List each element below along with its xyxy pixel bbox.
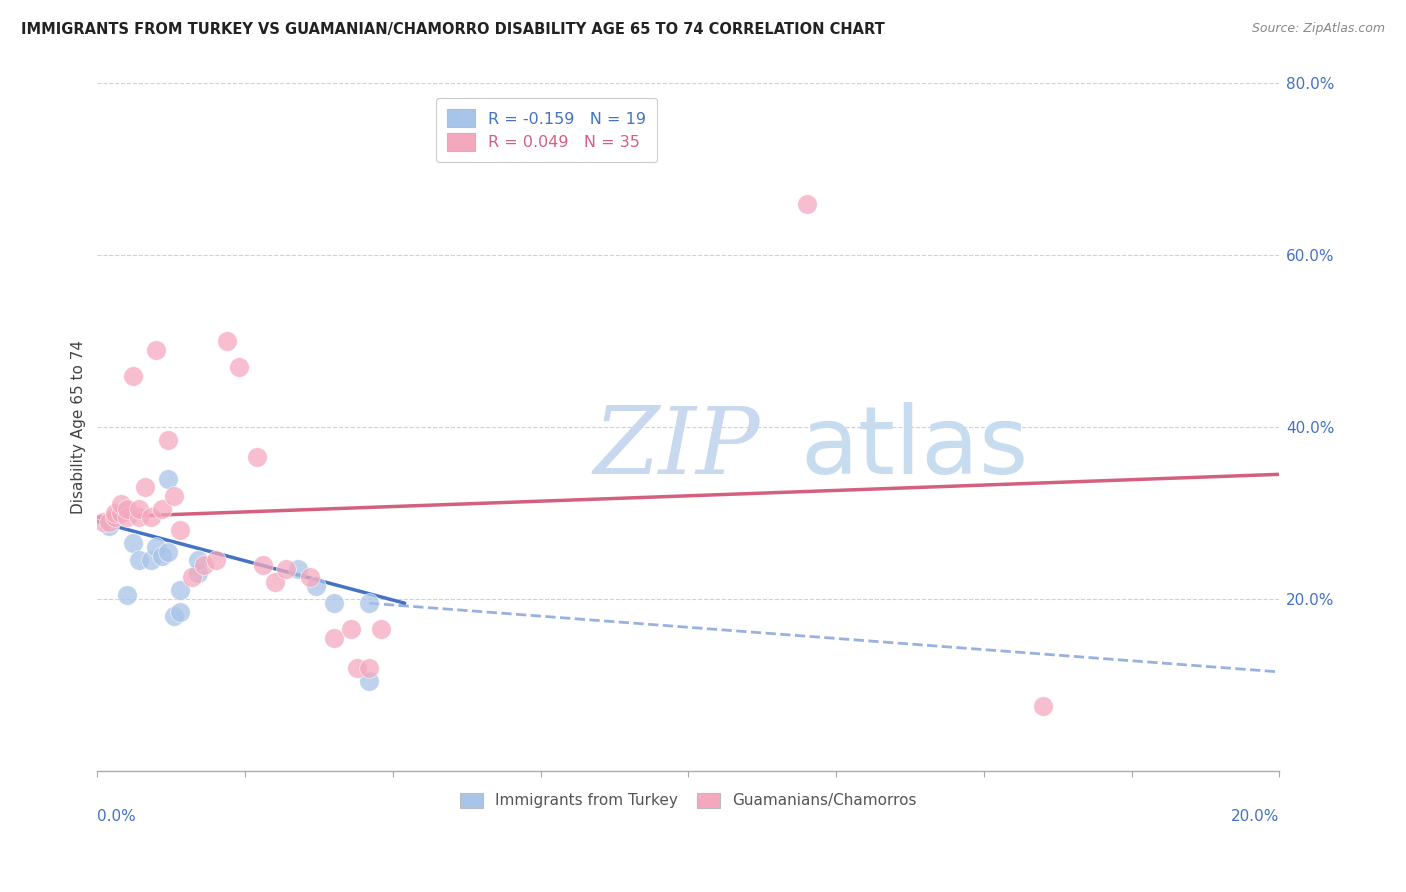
Point (128, 510, 150, 524)
Point (169, 605, 191, 619)
Point (340, 622, 363, 636)
Point (145, 541, 167, 555)
Point (322, 596, 344, 610)
Text: IMMIGRANTS FROM TURKEY VS GUAMANIAN/CHAMORRO DISABILITY AGE 65 TO 74 CORRELATION: IMMIGRANTS FROM TURKEY VS GUAMANIAN/CHAM… (21, 22, 884, 37)
Point (150, 549, 173, 563)
Point (322, 631, 344, 645)
Point (104, 506, 127, 520)
Y-axis label: Disability Age 65 to 74: Disability Age 65 to 74 (72, 340, 86, 514)
Text: atlas: atlas (800, 401, 1029, 493)
Point (110, 506, 132, 520)
Point (163, 489, 186, 503)
Point (150, 501, 173, 516)
Point (115, 501, 138, 516)
Point (121, 536, 143, 550)
Point (145, 343, 167, 357)
Point (169, 523, 191, 537)
Point (359, 596, 381, 610)
Point (187, 566, 209, 581)
Point (263, 574, 285, 589)
Point (91, 515, 114, 529)
Point (1032, 699, 1054, 714)
Point (299, 570, 322, 584)
Point (128, 553, 150, 567)
Point (157, 472, 180, 486)
Text: 0.0%: 0.0% (97, 808, 136, 823)
Point (252, 558, 274, 572)
Point (157, 433, 180, 447)
Point (98, 515, 121, 529)
Point (359, 673, 381, 688)
Point (104, 510, 127, 524)
Point (139, 553, 162, 567)
Point (115, 588, 138, 602)
Point (110, 497, 132, 511)
Point (98, 519, 121, 533)
Point (346, 660, 368, 674)
Point (121, 368, 143, 383)
Point (139, 510, 162, 524)
Point (217, 334, 239, 348)
Point (134, 480, 156, 494)
Point (128, 501, 150, 516)
Point (228, 359, 250, 374)
Text: Source: ZipAtlas.com: Source: ZipAtlas.com (1251, 22, 1385, 36)
Point (204, 553, 226, 567)
Point (246, 450, 269, 464)
Text: ZIP: ZIP (593, 402, 761, 492)
Point (157, 544, 180, 558)
Point (180, 570, 202, 584)
Point (276, 562, 298, 576)
Point (187, 553, 209, 567)
Point (287, 562, 309, 576)
Point (370, 622, 392, 636)
Text: 20.0%: 20.0% (1230, 808, 1279, 823)
Point (169, 583, 191, 598)
Point (305, 579, 328, 593)
Legend: Immigrants from Turkey, Guamanians/Chamorros: Immigrants from Turkey, Guamanians/Chamo… (454, 787, 922, 814)
Point (115, 510, 138, 524)
Point (359, 660, 381, 674)
Point (163, 609, 186, 624)
Point (796, 196, 818, 211)
Point (193, 558, 215, 572)
